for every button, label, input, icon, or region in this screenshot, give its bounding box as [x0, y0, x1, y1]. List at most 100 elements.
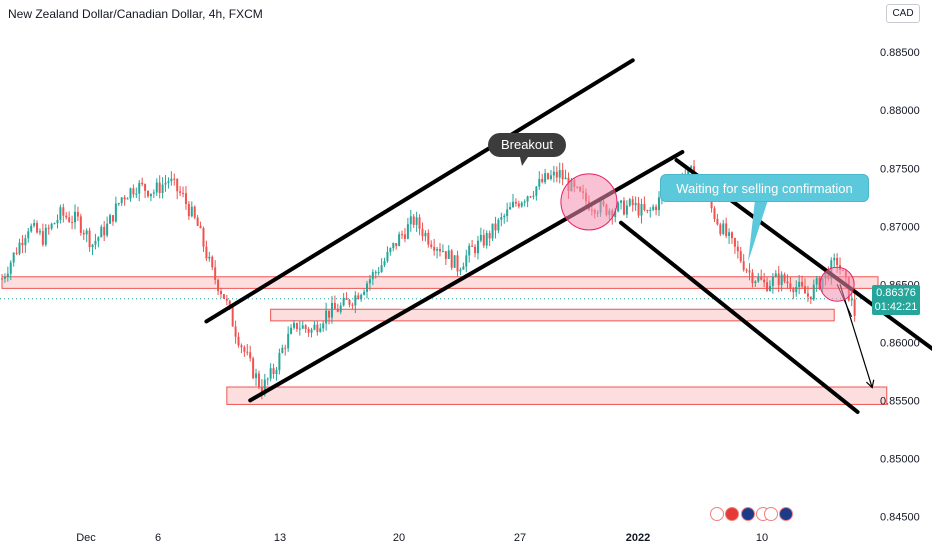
- candle-body: [403, 234, 406, 239]
- candle-body: [345, 297, 348, 300]
- y-tick-label: 0.85000: [880, 453, 920, 465]
- candle-body: [103, 226, 106, 236]
- candle-body: [158, 182, 161, 193]
- candle-body: [366, 283, 368, 292]
- candle-body: [228, 300, 231, 307]
- candle-body: [266, 378, 269, 380]
- event-flags-group-1[interactable]: [710, 507, 771, 521]
- candle-body: [631, 199, 634, 206]
- candle-body: [313, 324, 316, 330]
- candle-body: [441, 251, 444, 253]
- candle-body: [351, 304, 354, 306]
- candle-body: [643, 203, 646, 210]
- candle-body: [106, 223, 109, 236]
- candle-body: [716, 218, 719, 225]
- candle-body: [766, 282, 769, 291]
- candle-body: [494, 223, 497, 231]
- candle-body: [100, 226, 103, 238]
- candle-body: [304, 325, 307, 330]
- breakout-label[interactable]: Breakout: [488, 133, 566, 157]
- candle-body: [21, 242, 24, 246]
- confirmation-callout[interactable]: Waiting for selling confirmation: [660, 174, 869, 202]
- candle-body: [544, 173, 547, 183]
- candle-body: [117, 203, 120, 205]
- candle-body: [263, 379, 266, 395]
- candle-body: [15, 252, 18, 254]
- candle-body: [199, 225, 202, 229]
- y-tick-label: 0.87500: [880, 163, 920, 175]
- candle-body: [120, 197, 123, 204]
- candle-body: [62, 207, 65, 216]
- candle-body: [3, 276, 6, 279]
- chart-title: New Zealand Dollar/Canadian Dollar, 4h, …: [8, 7, 263, 21]
- candle-body: [363, 291, 366, 295]
- y-tick-label: 0.85500: [880, 395, 920, 407]
- candle-body: [482, 234, 485, 246]
- candle-body: [564, 177, 567, 180]
- candle-body: [12, 252, 15, 263]
- canada-flag-icon[interactable]: [725, 507, 740, 521]
- candle-body: [272, 368, 275, 375]
- candle-body: [307, 329, 310, 333]
- candle-body: [144, 184, 147, 191]
- candle-body: [138, 182, 141, 194]
- candle-body: [9, 262, 12, 274]
- candle-body: [731, 232, 733, 239]
- x-tick-label: 6: [155, 532, 161, 544]
- candle-body: [234, 326, 237, 337]
- candle-body: [336, 308, 339, 312]
- candle-body: [535, 186, 538, 196]
- candle-body: [354, 295, 357, 306]
- candle-body: [386, 251, 389, 262]
- candle-body: [468, 245, 471, 256]
- candle-body: [462, 266, 465, 270]
- candle-body: [71, 221, 74, 223]
- candle-body: [149, 193, 152, 197]
- candle-body: [360, 294, 363, 300]
- candle-body: [424, 232, 427, 237]
- candle-body: [132, 188, 135, 195]
- calendar-event-flag-icon[interactable]: [710, 507, 724, 521]
- candle-body: [38, 231, 41, 233]
- candle-body: [801, 281, 804, 287]
- candle-body: [161, 184, 164, 193]
- candle-body: [809, 296, 812, 300]
- candle-body: [269, 368, 272, 379]
- candle-body: [786, 281, 789, 284]
- calendar-event-flag-icon[interactable]: [764, 507, 778, 521]
- candle-body: [27, 231, 30, 239]
- new-zealand-flag-icon[interactable]: [740, 507, 755, 521]
- candle-body: [506, 209, 509, 217]
- candle-body: [179, 191, 182, 193]
- candle-body: [187, 203, 190, 217]
- ascending-channel-upper: [204, 58, 635, 324]
- candle-body: [690, 166, 693, 169]
- candle-body: [406, 224, 409, 239]
- candle-body: [637, 202, 640, 216]
- candle-body: [625, 205, 628, 215]
- x-tick-label: 27: [514, 532, 526, 544]
- candle-body: [529, 196, 532, 198]
- candle-body: [249, 352, 252, 359]
- candle-body: [710, 198, 713, 209]
- candle-body: [780, 274, 783, 285]
- currency-button[interactable]: CAD: [886, 4, 920, 23]
- breakout-circle: [560, 173, 618, 231]
- candle-body: [284, 347, 287, 349]
- candle-body: [182, 192, 185, 194]
- candle-body: [617, 202, 620, 212]
- candle-body: [795, 286, 798, 293]
- candle-body: [471, 245, 474, 247]
- event-flags-group-2[interactable]: [764, 507, 794, 521]
- candle-body: [742, 261, 745, 270]
- new-zealand-flag-icon[interactable]: [779, 507, 794, 521]
- candle-body: [82, 232, 85, 235]
- candle-body: [620, 200, 623, 203]
- candle-body: [488, 233, 491, 239]
- candle-body: [736, 246, 739, 252]
- candle-body: [465, 255, 468, 267]
- candle-body: [421, 228, 424, 237]
- candle-body: [649, 209, 652, 211]
- candle-body: [479, 234, 482, 241]
